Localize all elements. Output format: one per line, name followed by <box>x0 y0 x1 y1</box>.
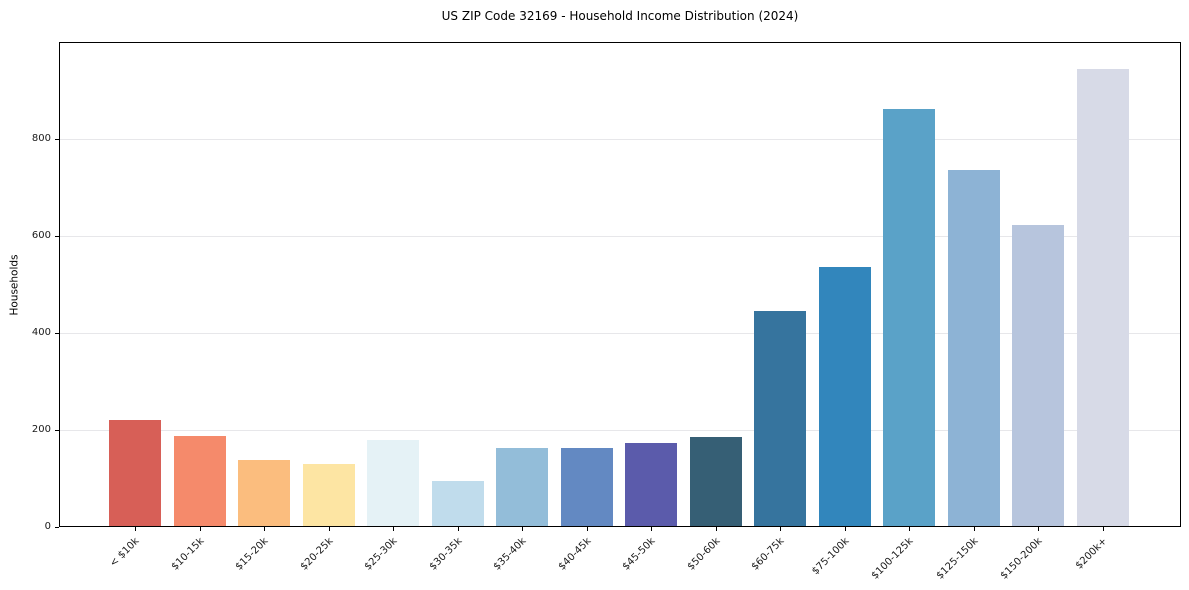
bar-$125-150k <box>947 170 1000 526</box>
bar-$35-40k <box>496 447 548 526</box>
x-tick-mark-$20-25k <box>328 527 330 531</box>
x-tick-mark-$35-40k <box>522 527 523 531</box>
gridline-200 <box>60 430 1180 431</box>
bar-$50-60k <box>689 436 742 526</box>
gridline-400 <box>60 333 1180 334</box>
bar-$20-25k <box>302 463 355 526</box>
x-tick-mark-$150-200k <box>1038 527 1039 531</box>
bar-$15-20k <box>238 459 290 526</box>
x-tick-mark-$60-75k <box>780 527 781 531</box>
x-tick-mark-$50-60k <box>715 527 717 531</box>
bar-$10-15k <box>173 435 226 526</box>
bar-$200k+ <box>1076 68 1129 526</box>
x-tick-mark-$75-100k <box>844 527 846 531</box>
x-tick-mark-$25-30k <box>393 527 394 531</box>
x-tick-mark-$100-125k <box>909 527 910 531</box>
chart-title: US ZIP Code 32169 - Household Income Dis… <box>441 9 799 23</box>
bar-$25-30k <box>367 439 419 526</box>
bar-$100-125k <box>883 108 935 526</box>
y-tick-mark-400 <box>55 333 59 334</box>
y-tick-mark-0 <box>55 527 59 528</box>
x-tick-mark-$40-45k <box>586 527 588 531</box>
y-tick-label-0: 0 <box>44 521 51 532</box>
x-tick-mark-$10-15k <box>199 527 201 531</box>
y-tick-label-400: 400 <box>31 327 51 338</box>
y-tick-label-600: 600 <box>31 230 51 241</box>
x-tick-mark-$15-20k <box>264 527 265 531</box>
bar-$60-75k <box>754 311 806 526</box>
x-tick-mark-$30-35k <box>457 527 459 531</box>
y-tick-label-200: 200 <box>31 424 51 435</box>
y-tick-label-800: 800 <box>31 133 51 144</box>
gridline-800 <box>60 139 1180 140</box>
bar-< $10k <box>109 420 161 526</box>
x-tick-mark-$45-50k <box>651 527 652 531</box>
x-tick-mark-$125-150k <box>973 527 975 531</box>
y-tick-mark-200 <box>55 430 59 431</box>
bar-$45-50k <box>625 442 677 526</box>
bar-$150-200k <box>1012 224 1064 526</box>
gridline-600 <box>60 236 1180 237</box>
bar-$75-100k <box>818 267 871 526</box>
y-tick-mark-600 <box>55 236 59 237</box>
bar-$40-45k <box>560 447 613 526</box>
bar-$30-35k <box>431 480 484 526</box>
x-tick-mark-< $10k <box>135 527 136 531</box>
x-tick-mark-$200k+ <box>1102 527 1104 531</box>
y-tick-mark-800 <box>55 139 59 140</box>
y-axis-label: Households <box>8 253 20 316</box>
x-tick-label-< $10k: < $10k <box>107 535 142 570</box>
